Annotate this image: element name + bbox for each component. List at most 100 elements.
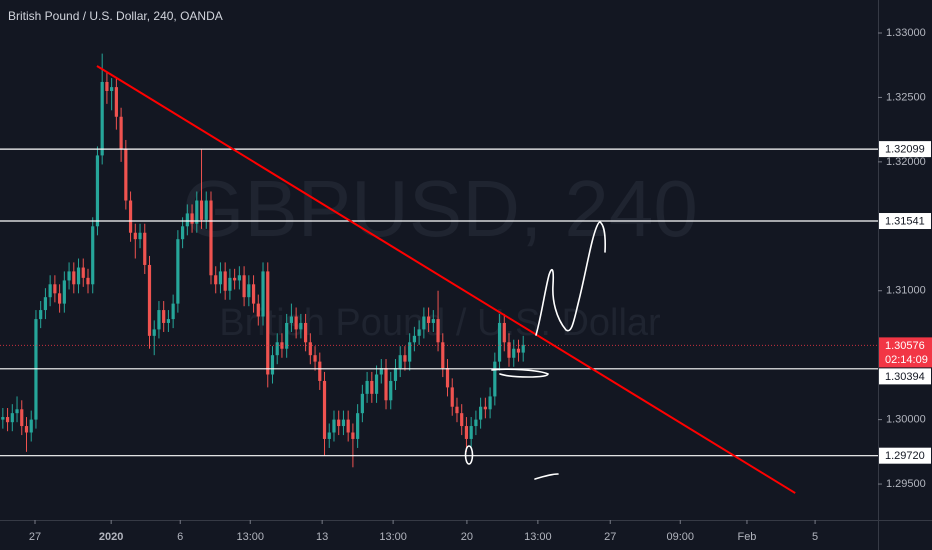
candle-body [10, 413, 14, 423]
candle-body [100, 81, 104, 156]
candle-body [256, 303, 260, 317]
candle-body [48, 284, 52, 298]
candle-body [166, 319, 171, 323]
y-tick-label: 1.29500 [886, 478, 926, 490]
candle-body [261, 271, 265, 317]
candle-body [181, 226, 185, 240]
current-price-box [879, 337, 932, 368]
candle-body [143, 232, 147, 265]
candle-body [351, 432, 355, 439]
candle-body [431, 319, 435, 323]
candle-body [15, 409, 19, 414]
countdown-label: 02:14:09 [885, 354, 928, 366]
candle-body [218, 271, 223, 285]
candle-body [43, 297, 48, 311]
candle-body [209, 200, 213, 276]
candle-body [237, 275, 241, 281]
candle-body [488, 396, 492, 410]
candle-body [152, 329, 156, 336]
candle-body [204, 200, 208, 220]
candle-body [507, 342, 511, 358]
hand-drawing [535, 221, 606, 336]
candle-body [299, 322, 303, 330]
candle-body [67, 271, 71, 281]
x-tick-label: 13:00 [524, 531, 552, 543]
candle-body [233, 277, 237, 281]
candle-body [266, 271, 270, 375]
candle-body [171, 303, 175, 320]
candle-body [62, 280, 66, 304]
candle-body [223, 271, 227, 291]
x-tick-label: 13:00 [379, 531, 407, 543]
candle-body [341, 419, 346, 427]
candle-body [199, 200, 204, 220]
y-tick-label: 1.32000 [886, 156, 926, 168]
candle-body [195, 200, 199, 224]
x-tick-label: 09:00 [666, 531, 694, 543]
x-tick-label: 13 [316, 531, 328, 543]
watermark: GBPUSD, 240 [182, 164, 698, 253]
candle-body [294, 316, 298, 330]
plot-area [0, 53, 878, 494]
candle-body [393, 368, 398, 381]
candle-body [128, 200, 133, 233]
watermark-subtitle: British Pound / U.S. Dollar [219, 302, 661, 344]
candle-body [460, 413, 464, 427]
candle-body [516, 348, 521, 353]
candle-body [110, 87, 114, 91]
candle-body [114, 87, 118, 117]
candle-body [360, 393, 364, 414]
x-tick-label: 2020 [99, 531, 123, 543]
candle-body [322, 380, 327, 439]
candle-body [313, 355, 317, 362]
candle-body [86, 277, 90, 285]
hand-drawing [464, 445, 474, 465]
candle-body [58, 293, 62, 304]
candle-body [483, 406, 487, 410]
candle-body [521, 344, 525, 353]
drawings [464, 221, 606, 480]
candle-body [389, 380, 393, 401]
candle-body [76, 267, 81, 285]
y-tick-label: 1.31000 [886, 285, 926, 297]
candle-body [346, 419, 350, 433]
x-tick-label: 27 [604, 531, 616, 543]
candle-body [398, 355, 402, 369]
candle-body [29, 419, 33, 433]
level-label-box [879, 213, 931, 230]
candle-body [185, 213, 189, 227]
candle-body [214, 275, 218, 285]
candle-body [479, 406, 483, 420]
candle-body [53, 284, 57, 294]
candle-body [162, 310, 166, 323]
candle-body [270, 355, 275, 375]
candle-body [5, 417, 10, 423]
candle-body [105, 81, 109, 91]
y-tick-label: 1.30000 [886, 414, 926, 426]
candle-body [493, 361, 497, 397]
candle-body [289, 316, 294, 323]
y-tick-label: 1.33000 [886, 27, 926, 39]
candle-body [1, 417, 5, 420]
candle-body [280, 342, 284, 349]
candle-body [365, 380, 369, 394]
trendline [96, 65, 796, 494]
candle-body [190, 213, 194, 224]
candle-body [455, 406, 459, 414]
candle-body [318, 361, 322, 381]
candle-body [327, 432, 331, 439]
candle-body [469, 426, 473, 439]
candle-body [436, 319, 440, 343]
candle-body [81, 267, 85, 278]
level-label: 1.32099 [885, 144, 925, 156]
candle-body [417, 329, 421, 336]
candle-body [502, 322, 506, 343]
current-price-label: 1.30576 [885, 340, 925, 352]
hand-drawing [534, 473, 559, 480]
candle-body [308, 342, 312, 356]
candle-body [384, 368, 388, 401]
candle-body [138, 232, 142, 240]
